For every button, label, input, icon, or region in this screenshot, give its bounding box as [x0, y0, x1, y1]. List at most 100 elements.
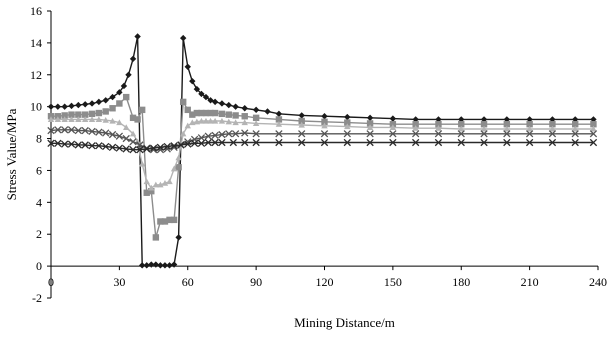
data-point-stroke: [389, 138, 397, 147]
data-point-stroke: [252, 138, 260, 147]
data-point: [366, 120, 374, 127]
data-point: [320, 138, 329, 147]
data-point-stroke: [88, 127, 96, 136]
data-point: [109, 105, 116, 112]
data-point-stroke: [197, 134, 206, 142]
data-point: [68, 111, 75, 118]
data-point: [218, 110, 226, 118]
data-point: [549, 125, 556, 132]
data-point: [152, 234, 160, 241]
data-point: [123, 124, 130, 130]
data-point: [321, 118, 328, 126]
data-point-stroke: [74, 141, 83, 149]
data-point: [88, 142, 96, 150]
data-point-stroke: [366, 138, 374, 147]
data-point: [389, 130, 397, 138]
data-point: [179, 130, 187, 137]
data-point: [54, 139, 62, 147]
data-point: [198, 90, 205, 98]
data-point: [88, 116, 96, 122]
data-point: [134, 33, 141, 40]
data-point: [189, 111, 196, 118]
data-point: [412, 138, 420, 147]
data-point: [458, 125, 465, 132]
data-point-stroke: [108, 130, 117, 139]
data-point: [232, 103, 239, 110]
data-point: [225, 130, 233, 138]
data-point-stroke: [74, 126, 83, 135]
data-point: [320, 130, 329, 138]
data-point: [166, 178, 173, 185]
data-point: [125, 71, 132, 78]
data-point: [389, 115, 397, 122]
y-tick-label: 12: [30, 68, 42, 82]
data-point: [108, 143, 117, 151]
data-point: [503, 125, 511, 132]
data-point: [129, 55, 137, 63]
data-point-stroke: [275, 130, 283, 138]
data-point-stroke: [571, 130, 579, 138]
x-tick-label: 90: [250, 275, 262, 289]
data-point: [197, 139, 206, 147]
data-point-stroke: [548, 130, 557, 138]
data-point: [275, 138, 283, 147]
series-1: [47, 33, 597, 269]
data-point: [75, 111, 82, 118]
data-point: [61, 112, 68, 119]
data-point: [143, 189, 150, 196]
data-point: [480, 121, 488, 128]
data-point-stroke: [252, 130, 260, 138]
data-point: [115, 144, 124, 152]
data-point: [298, 121, 305, 128]
data-point: [197, 134, 206, 142]
data-point: [198, 117, 205, 124]
data-point-stroke: [275, 138, 283, 147]
data-point: [241, 113, 248, 120]
data-point-stroke: [218, 138, 226, 147]
data-point: [252, 130, 260, 138]
data-point: [134, 116, 141, 123]
data-point-stroke: [115, 144, 124, 152]
data-point: [434, 130, 443, 138]
data-point: [179, 34, 187, 42]
data-point: [122, 134, 130, 143]
data-point: [225, 101, 232, 109]
data-point-stroke: [163, 142, 171, 151]
data-point: [480, 138, 488, 147]
data-point: [366, 130, 374, 138]
data-point: [241, 129, 249, 137]
data-point: [457, 130, 465, 138]
data-point: [366, 138, 374, 147]
data-point-stroke: [61, 126, 69, 134]
data-point: [116, 100, 123, 107]
data-point-stroke: [503, 130, 511, 138]
data-point: [241, 119, 248, 126]
data-point-stroke: [95, 128, 103, 136]
data-point: [225, 111, 232, 118]
data-point: [321, 113, 328, 120]
data-point-stroke: [47, 139, 55, 147]
data-point-stroke: [412, 138, 420, 147]
data-point-stroke: [480, 138, 488, 147]
data-point: [252, 106, 260, 114]
data-point-stroke: [211, 138, 219, 147]
data-point: [161, 262, 169, 269]
data-point: [54, 103, 62, 110]
data-point-stroke: [389, 130, 397, 138]
data-point: [343, 138, 351, 147]
axes: -2 0 2 4 6 8 10 12 14 16 0 30 60 90 120 150 180 210 240: [30, 4, 607, 305]
data-point: [74, 126, 83, 135]
data-point: [204, 138, 212, 147]
data-point: [211, 131, 219, 140]
data-point: [189, 119, 196, 126]
data-point: [571, 138, 579, 147]
data-point-stroke: [88, 142, 96, 150]
data-point: [102, 108, 109, 115]
data-point: [457, 138, 465, 147]
data-point: [412, 124, 419, 131]
data-point: [95, 142, 103, 150]
x-axis-title: Mining Distance/m: [294, 315, 395, 330]
data-point: [138, 160, 146, 167]
data-point-stroke: [95, 142, 103, 150]
y-tick-label: 6: [36, 163, 42, 177]
